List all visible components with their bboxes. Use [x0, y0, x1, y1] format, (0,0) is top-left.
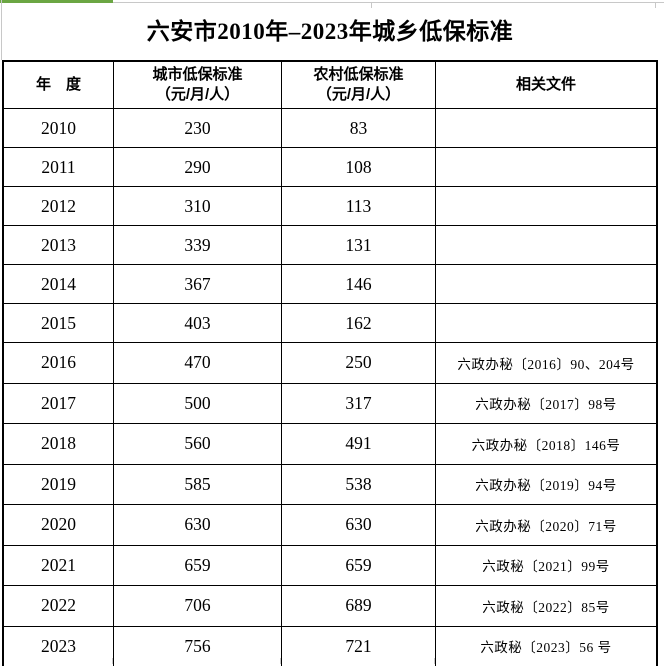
year-cell: 2012 — [4, 187, 114, 225]
header-urban-line2: （元/月/人） — [155, 86, 240, 103]
related-document-cell — [436, 304, 656, 342]
gridline-tick — [371, 2, 372, 8]
header-related-documents: 相关文件 — [515, 75, 576, 93]
urban-standard-cell: 659 — [114, 545, 282, 585]
rural-standard-cell: 659 — [282, 545, 436, 585]
rural-standard-cell: 108 — [282, 148, 436, 186]
table-row: 2018 560 491 六政办秘〔2018〕146号 — [4, 424, 656, 465]
related-document-cell: 六政办秘〔2019〕94号 — [475, 478, 617, 494]
table-row: 2023 756 721 六政秘〔2023〕56 号 — [4, 626, 656, 666]
table-row: 2016 470 250 六政办秘〔2016〕90、204号 — [4, 343, 656, 384]
table-body: 2010 230 83 2011 290 108 2012 310 113 2013 339 131 2… — [4, 109, 656, 666]
table-row: 2022 706 689 六政秘〔2022〕85号 — [4, 586, 656, 627]
header-rural-standard: 农村低保标准 （元/月/人） — [282, 62, 436, 108]
year-cell: 2011 — [4, 148, 114, 186]
gridline-tick — [434, 658, 435, 664]
rural-standard-cell: 131 — [282, 226, 436, 264]
header-rural-line2: （元/月/人） — [316, 86, 401, 103]
urban-standard-cell: 706 — [114, 586, 282, 626]
related-document-cell — [436, 226, 656, 264]
left-gridline — [1, 0, 2, 60]
year-cell: 2017 — [4, 383, 114, 423]
gridline-tick — [112, 658, 113, 664]
year-cell: 2015 — [4, 304, 114, 342]
urban-standard-cell: 367 — [114, 265, 282, 303]
year-cell: 2014 — [4, 265, 114, 303]
rural-standard-cell: 83 — [282, 109, 436, 147]
year-cell: 2020 — [4, 505, 114, 545]
related-document-cell: 六政秘〔2023〕56 号 — [480, 640, 612, 656]
rural-standard-cell: 113 — [282, 187, 436, 225]
standards-table: 年 度 城市低保标准 （元/月/人） 农村低保标准 （元/月/人） 相关文件 2… — [2, 60, 658, 666]
related-document-cell — [436, 148, 656, 186]
table-row: 2021 659 659 六政秘〔2021〕99号 — [4, 545, 656, 586]
table-row: 2020 630 630 六政办秘〔2020〕71号 — [4, 505, 656, 546]
table-title: 六安市2010年–2023年城乡低保标准 — [146, 19, 514, 44]
urban-standard-cell: 403 — [114, 304, 282, 342]
urban-standard-cell: 560 — [114, 424, 282, 464]
table-row: 2010 230 83 — [4, 109, 656, 148]
rural-standard-cell: 630 — [282, 505, 436, 545]
urban-standard-cell: 310 — [114, 187, 282, 225]
urban-standard-cell: 585 — [114, 464, 282, 504]
rural-standard-cell: 162 — [282, 304, 436, 342]
header-urban-standard: 城市低保标准 （元/月/人） — [114, 62, 282, 108]
table-row: 2015 403 162 — [4, 304, 656, 343]
table-row: 2019 585 538 六政办秘〔2019〕94号 — [4, 464, 656, 505]
table-header-row: 年 度 城市低保标准 （元/月/人） 农村低保标准 （元/月/人） 相关文件 — [4, 62, 656, 109]
table-row: 2017 500 317 六政办秘〔2017〕98号 — [4, 383, 656, 424]
year-cell: 2023 — [4, 626, 114, 666]
related-document-cell: 六政办秘〔2016〕90、204号 — [457, 356, 635, 372]
urban-standard-cell: 500 — [114, 383, 282, 423]
table-row: 2014 367 146 — [4, 265, 656, 304]
year-cell: 2022 — [4, 586, 114, 626]
top-green-accent-bar — [0, 0, 113, 3]
urban-standard-cell: 630 — [114, 505, 282, 545]
rural-standard-cell: 538 — [282, 464, 436, 504]
header-rural-line1: 农村低保标准 — [313, 65, 404, 83]
urban-standard-cell: 290 — [114, 148, 282, 186]
year-cell: 2019 — [4, 464, 114, 504]
year-cell: 2021 — [4, 545, 114, 585]
table-row: 2011 290 108 — [4, 148, 656, 187]
rural-standard-cell: 250 — [282, 343, 436, 383]
urban-standard-cell: 756 — [114, 626, 282, 666]
related-document-cell: 六政办秘〔2018〕146号 — [471, 437, 621, 453]
year-cell: 2018 — [4, 424, 114, 464]
related-document-cell: 六政秘〔2022〕85号 — [482, 599, 610, 615]
top-gridline — [0, 2, 664, 3]
urban-standard-cell: 470 — [114, 343, 282, 383]
rural-standard-cell: 491 — [282, 424, 436, 464]
table-row: 2013 339 131 — [4, 226, 656, 265]
related-document-cell — [436, 109, 656, 147]
year-cell: 2016 — [4, 343, 114, 383]
rural-standard-cell: 146 — [282, 265, 436, 303]
year-cell: 2013 — [4, 226, 114, 264]
rural-standard-cell: 721 — [282, 626, 436, 666]
header-urban-line1: 城市低保标准 — [152, 65, 243, 83]
table-row: 2012 310 113 — [4, 187, 656, 226]
rural-standard-cell: 317 — [282, 383, 436, 423]
related-document-cell: 六政秘〔2021〕99号 — [482, 559, 610, 575]
urban-standard-cell: 339 — [114, 226, 282, 264]
related-document-cell: 六政办秘〔2020〕71号 — [475, 518, 617, 534]
year-cell: 2010 — [4, 109, 114, 147]
urban-standard-cell: 230 — [114, 109, 282, 147]
header-year: 年 度 — [4, 62, 114, 108]
related-document-cell — [436, 187, 656, 225]
rural-standard-cell: 689 — [282, 586, 436, 626]
gridline-tick — [280, 658, 281, 664]
gridline-tick — [655, 2, 656, 8]
related-document-cell — [436, 265, 656, 303]
related-document-cell: 六政办秘〔2017〕98号 — [475, 397, 617, 413]
